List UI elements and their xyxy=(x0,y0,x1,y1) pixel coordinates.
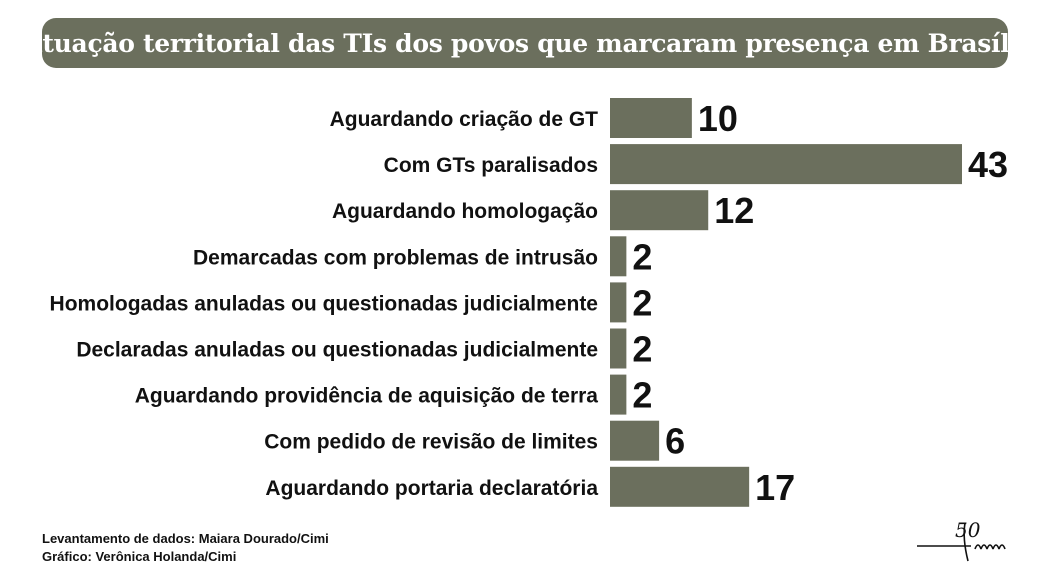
value-label: 2 xyxy=(632,236,652,277)
credit-graphic-author: Gráfico: Verônica Holanda/Cimi xyxy=(42,549,237,564)
category-label: Aguardando providência de aquisição de t… xyxy=(135,385,599,408)
category-label: Com pedido de revisão de limites xyxy=(264,431,598,454)
category-label: Aguardando portaria declaratória xyxy=(265,477,598,500)
logo-text: 50 xyxy=(955,518,981,542)
title-bar: Situação territorial das TIs dos povos q… xyxy=(15,18,1035,68)
bar xyxy=(610,282,627,323)
value-label: 6 xyxy=(665,421,685,462)
category-label: Demarcadas com problemas de intrusão xyxy=(193,246,598,269)
bar xyxy=(610,98,692,138)
category-label: Com GTs paralisados xyxy=(384,154,598,177)
bar xyxy=(610,144,962,185)
cimi-logo-icon: 50 xyxy=(917,518,1006,562)
category-label: Aguardando homologação xyxy=(332,200,598,223)
credits: Levantamento de dados: Maiara Dourado/Ci… xyxy=(42,530,329,566)
value-label: 2 xyxy=(632,329,652,370)
value-label: 2 xyxy=(632,282,652,323)
chart-title: Situação territorial das TIs dos povos q… xyxy=(15,28,1035,58)
value-label: 12 xyxy=(714,190,754,231)
bar xyxy=(610,236,627,277)
credit-data-source: Levantamento de dados: Maiara Dourado/Ci… xyxy=(42,531,329,546)
value-label: 17 xyxy=(755,467,795,508)
category-label: Declaradas anuladas ou questionadas judi… xyxy=(76,339,598,362)
value-label: 43 xyxy=(968,144,1008,185)
value-label: 2 xyxy=(632,375,652,416)
bar xyxy=(610,374,627,415)
category-label: Homologadas anuladas ou questionadas jud… xyxy=(50,292,598,315)
bar xyxy=(610,328,627,369)
bar xyxy=(610,420,660,461)
value-label: 10 xyxy=(698,98,738,139)
category-label: Aguardando criação de GT xyxy=(330,108,599,131)
bar xyxy=(610,466,750,507)
bar xyxy=(610,190,709,231)
